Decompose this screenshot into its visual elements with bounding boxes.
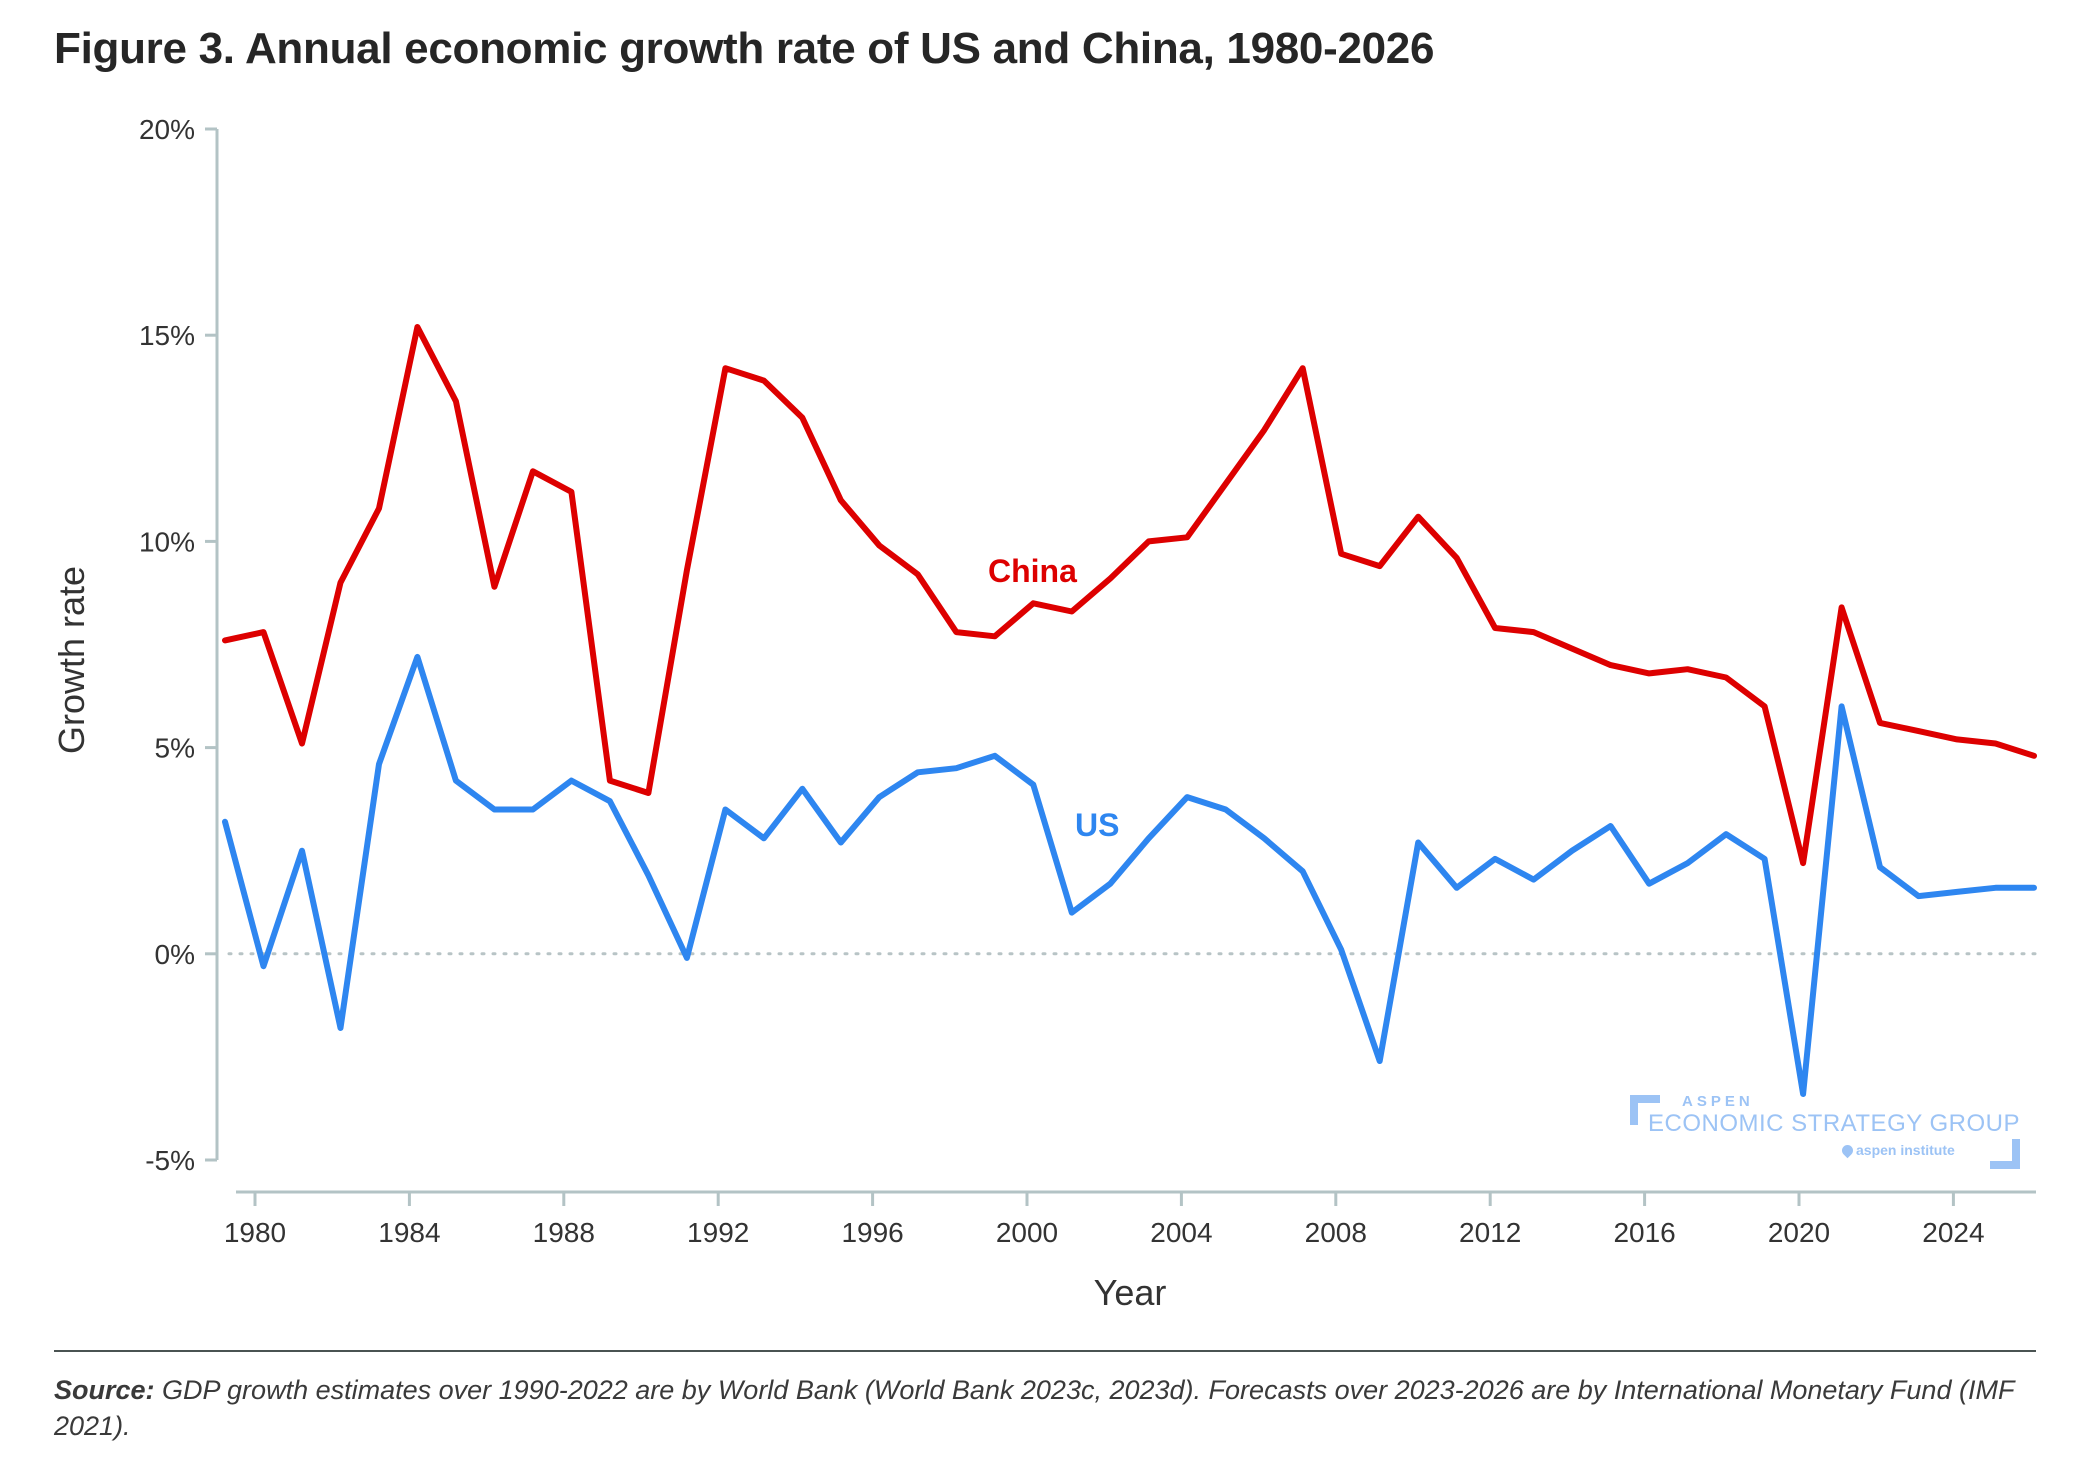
series-label-us: US xyxy=(1075,807,1119,843)
watermark-aspen: ASPEN xyxy=(1682,1093,1754,1110)
y-tick-label: 5% xyxy=(155,733,195,764)
x-tick-label: 2000 xyxy=(996,1217,1058,1248)
source-note: Source: GDP growth estimates over 1990-2… xyxy=(54,1372,2014,1444)
y-tick-label: 15% xyxy=(139,320,195,351)
chart-title: Figure 3. Annual economic growth rate of… xyxy=(54,24,1435,73)
x-tick-label: 2020 xyxy=(1768,1217,1830,1248)
watermark-institute-text: aspen institute xyxy=(1856,1142,1955,1158)
x-tick-label: 2024 xyxy=(1922,1217,1984,1248)
y-tick-label: 10% xyxy=(139,526,195,557)
series-label-china: China xyxy=(988,553,1077,589)
footer-divider xyxy=(54,1350,2036,1352)
x-tick-label: 2012 xyxy=(1459,1217,1521,1248)
y-axis: -5% 0% 5% 10% 15% 20% xyxy=(139,114,219,1176)
x-axis: 1980 1984 1988 1992 1996 2000 2004 2008 2012 2016… xyxy=(224,1190,2036,1248)
x-tick-label: 1988 xyxy=(533,1217,595,1248)
series-line-china xyxy=(222,324,2037,867)
x-axis-label: Year xyxy=(1094,1272,1167,1313)
y-tick-label: 0% xyxy=(155,939,195,970)
x-tick-label: 2004 xyxy=(1150,1217,1212,1248)
x-tick-label: 2016 xyxy=(1613,1217,1675,1248)
logo-corner-bracket-icon xyxy=(1990,1139,2020,1169)
x-tick-label: 2008 xyxy=(1305,1217,1367,1248)
watermark-institute: aspen institute xyxy=(1839,1142,1955,1159)
y-tick-label: 20% xyxy=(139,114,195,145)
aspen-leaf-icon xyxy=(1839,1142,1856,1159)
series-layer xyxy=(222,324,2037,1097)
watermark-esg: ECONOMIC STRATEGY GROUP xyxy=(1648,1110,2020,1137)
logo-corner-bracket-icon xyxy=(1630,1095,1660,1125)
y-tick-label: -5% xyxy=(145,1145,195,1176)
aspen-esg-watermark: ASPEN ECONOMIC STRATEGY GROUP aspen inst… xyxy=(1630,1093,2020,1171)
x-tick-label: 1996 xyxy=(841,1217,903,1248)
source-label: Source: xyxy=(54,1375,155,1405)
y-axis-label: Growth rate xyxy=(51,566,92,754)
x-tick-label: 1992 xyxy=(687,1217,749,1248)
source-text: GDP growth estimates over 1990-2022 are … xyxy=(54,1375,2014,1441)
series-line-us xyxy=(222,653,2037,1097)
x-tick-label: 1980 xyxy=(224,1217,286,1248)
x-tick-label: 1984 xyxy=(378,1217,440,1248)
